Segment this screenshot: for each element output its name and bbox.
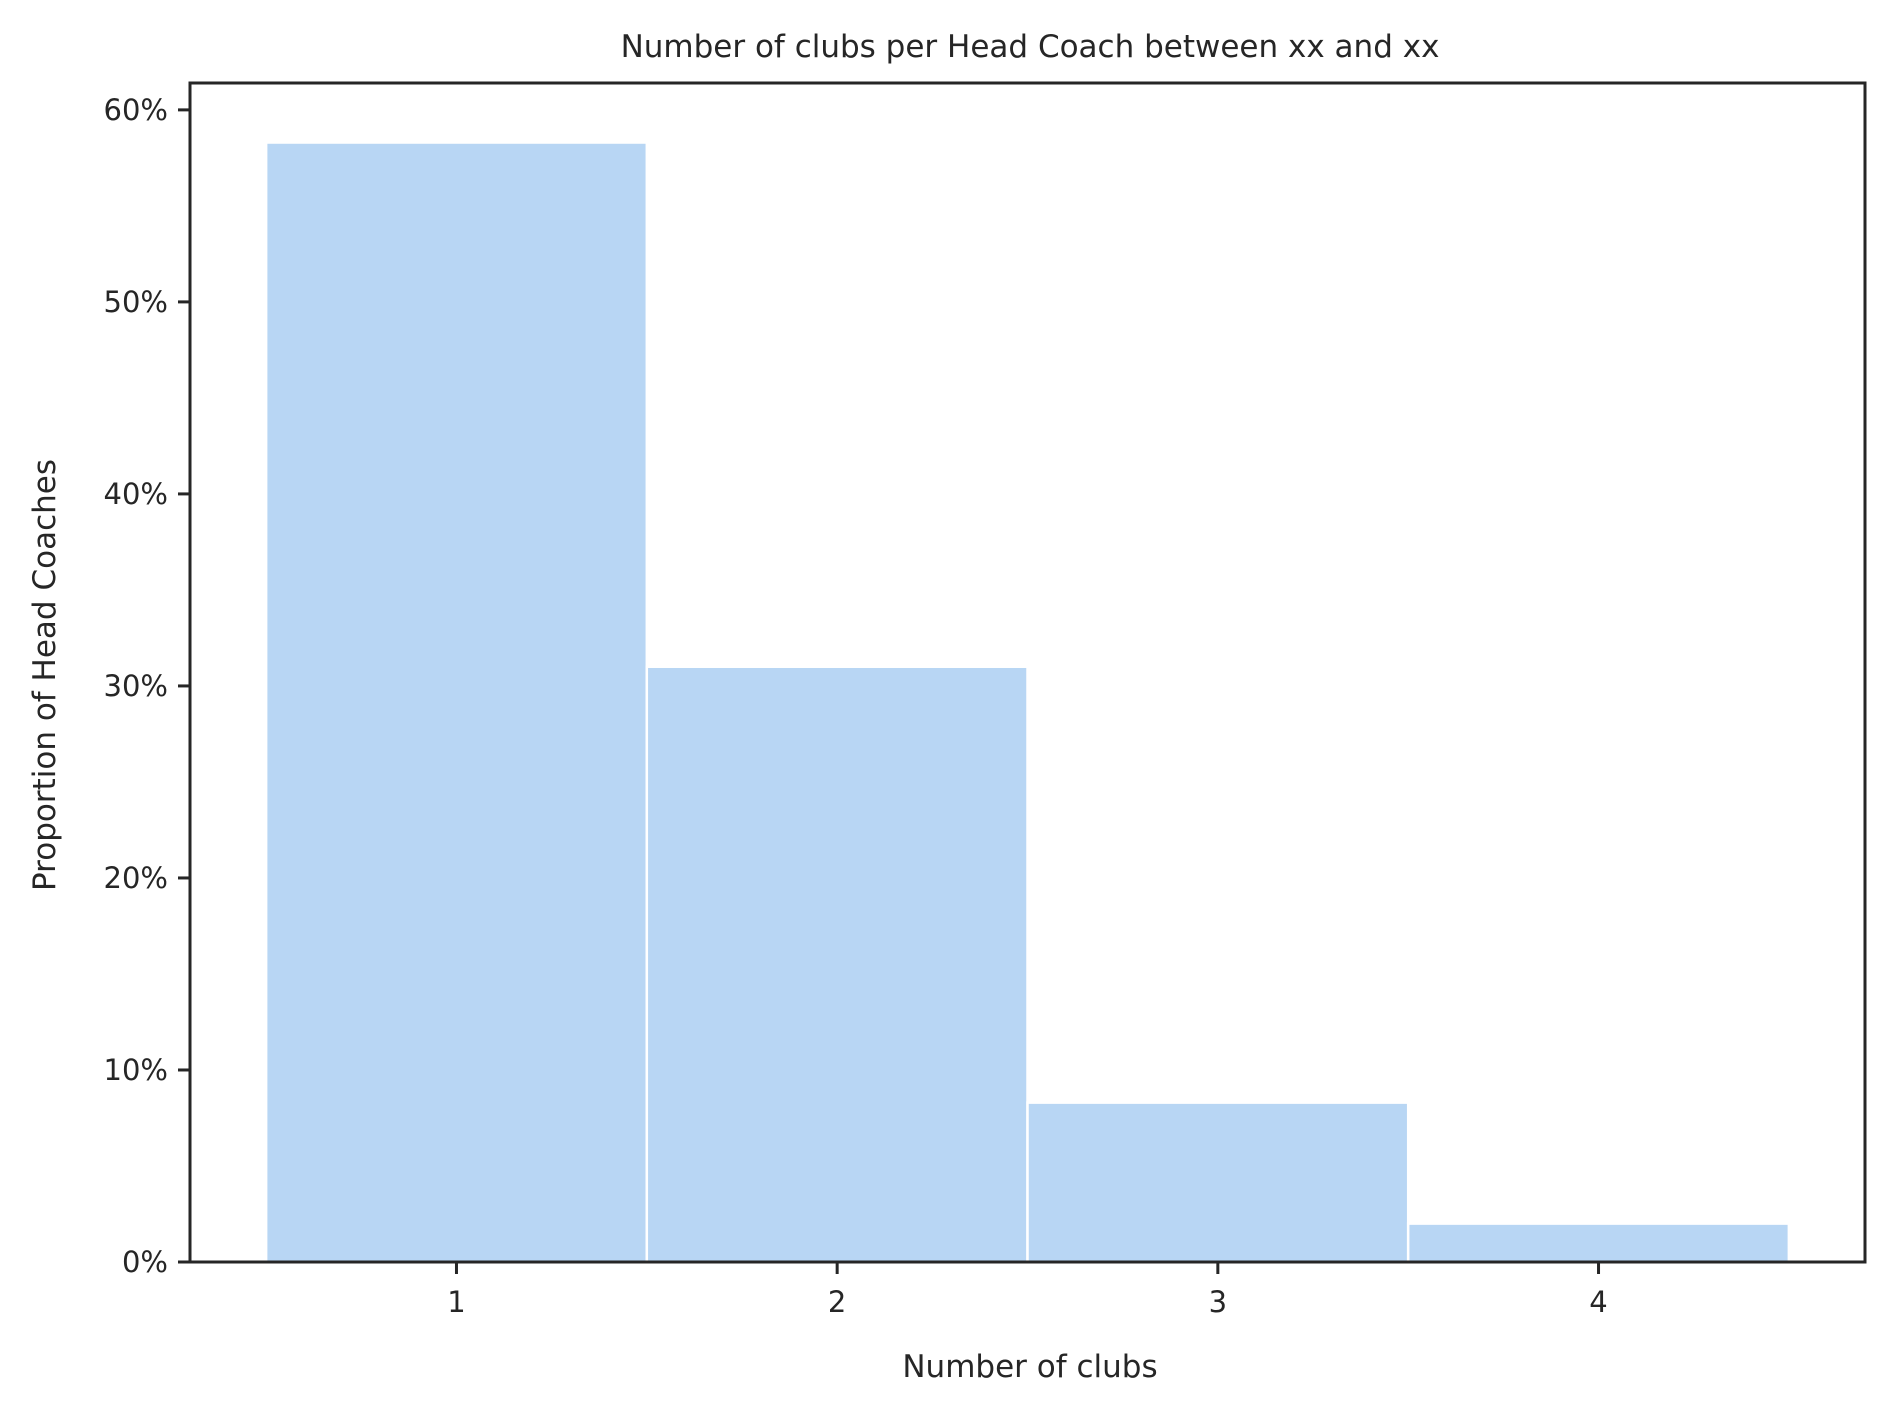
y-tick-label: 10%	[104, 1053, 168, 1087]
bar-3	[1026, 1101, 1410, 1264]
x-tick-label: 2	[828, 1285, 846, 1319]
y-tick-label: 20%	[104, 861, 168, 895]
x-tick-label: 1	[447, 1285, 465, 1319]
y-tick-label: 50%	[104, 285, 168, 319]
x-tick-label: 4	[1589, 1285, 1607, 1319]
x-axis-ticks: 1 2 3 4	[447, 1262, 1608, 1319]
y-tick-label: 0%	[122, 1245, 168, 1279]
y-axis-ticks: 0% 10% 20% 30% 40% 50% 60%	[104, 93, 190, 1279]
plot-frame	[188, 81, 1867, 1264]
y-tick-label: 40%	[104, 477, 168, 511]
bar-1	[264, 141, 649, 1264]
bar-4	[1406, 1222, 1791, 1264]
x-tick-label: 3	[1209, 1285, 1227, 1319]
y-axis-label: Proportion of Head Coaches	[27, 459, 63, 891]
bar-2	[645, 665, 1029, 1264]
bars-group	[264, 141, 1791, 1264]
y-tick-label: 30%	[104, 669, 168, 703]
y-tick-label: 60%	[104, 93, 168, 127]
x-axis-label: Number of clubs	[902, 1349, 1157, 1385]
chart-title: Number of clubs per Head Coach between x…	[621, 29, 1440, 65]
